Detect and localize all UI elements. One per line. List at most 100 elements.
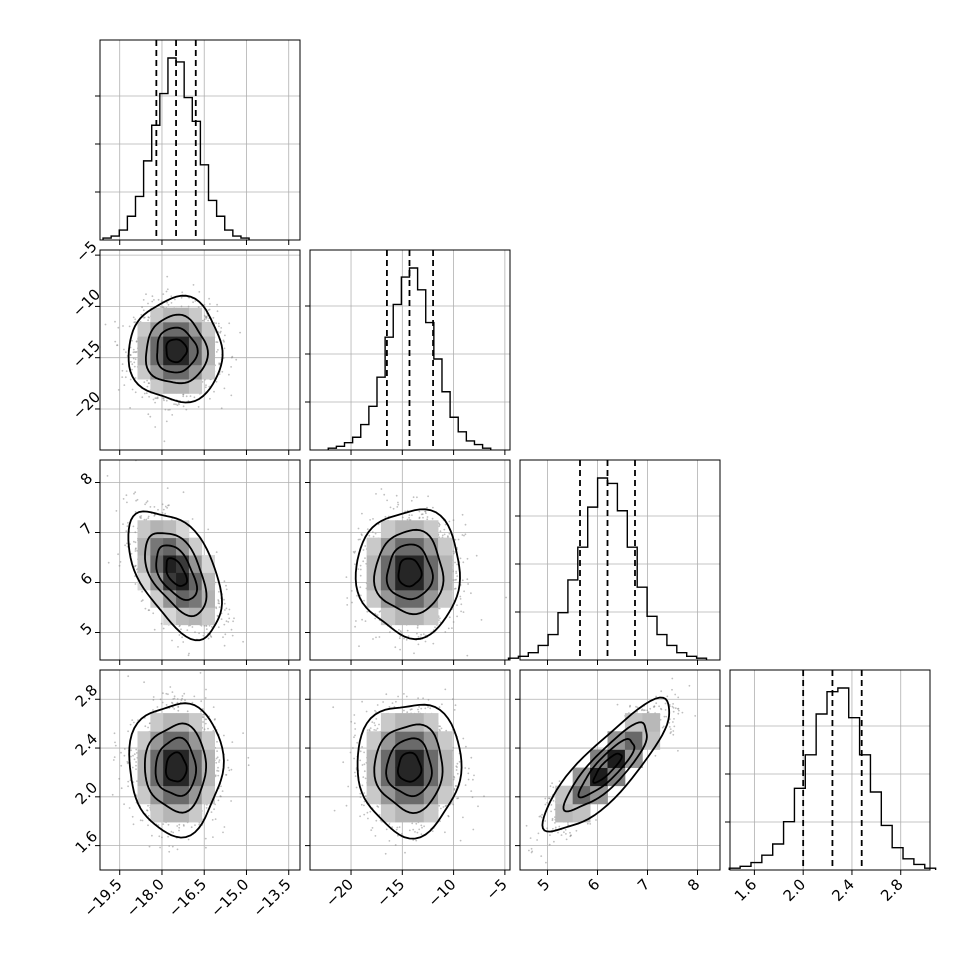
sample-point: [215, 607, 218, 610]
sample-point: [466, 654, 469, 657]
density-cell: [137, 350, 151, 366]
sample-point: [143, 316, 145, 319]
sample-point: [462, 611, 465, 613]
sample-point: [673, 725, 676, 728]
density-cell: [163, 350, 177, 366]
sample-point: [181, 636, 184, 639]
sample-point: [415, 822, 418, 825]
density-cell: [201, 336, 215, 351]
sample-point: [134, 318, 137, 321]
sample-point: [146, 500, 149, 503]
sample-point: [364, 777, 367, 780]
sample-point: [453, 709, 456, 711]
sample-point: [376, 704, 379, 706]
sample-point: [218, 602, 221, 605]
sample-point: [421, 826, 423, 829]
contour-level-2: [145, 313, 209, 385]
sample-point: [130, 755, 132, 758]
sample-point: [359, 750, 362, 753]
sample-point: [154, 401, 157, 404]
sample-point: [223, 347, 226, 350]
sample-point: [447, 814, 450, 817]
sample-point: [207, 319, 210, 322]
sample-point: [456, 604, 458, 607]
sample-point: [175, 403, 177, 406]
sample-point: [403, 693, 405, 695]
sample-point: [127, 521, 129, 524]
density-cell: [423, 572, 439, 591]
sample-point: [366, 610, 369, 613]
sample-point: [131, 766, 134, 769]
sample-point: [416, 632, 418, 635]
density-cell: [409, 537, 425, 556]
sample-point: [132, 351, 135, 354]
sample-point: [352, 747, 354, 749]
y-tick-label: −10: [69, 285, 104, 320]
density-cell: [409, 713, 425, 732]
sample-point: [218, 606, 221, 608]
density-cell: [150, 731, 164, 750]
sample-point: [210, 626, 213, 628]
sample-point: [664, 702, 667, 705]
sample-point: [374, 724, 376, 727]
sample-point: [129, 407, 132, 409]
sample-point: [223, 580, 226, 583]
density-cell: [366, 785, 382, 805]
sample-point: [107, 561, 110, 564]
sample-point: [165, 290, 168, 293]
sample-point: [132, 754, 134, 757]
sample-point: [151, 834, 153, 837]
sample-point: [431, 830, 434, 832]
sample-point: [377, 806, 380, 808]
sample-point: [135, 764, 137, 767]
sample-point: [176, 701, 179, 704]
sample-point: [192, 301, 195, 304]
sample-point: [443, 533, 446, 536]
sample-point: [214, 644, 216, 646]
x-tick-label: 5: [534, 875, 553, 894]
sample-point: [209, 397, 211, 400]
sample-point: [359, 792, 362, 795]
sample-point: [232, 620, 235, 623]
sample-point: [247, 764, 250, 767]
sample-point: [173, 403, 176, 406]
sample-point: [151, 295, 154, 298]
sample-point: [361, 512, 363, 515]
sample-point: [529, 837, 532, 839]
sample-point: [120, 751, 122, 754]
sample-point: [432, 642, 435, 645]
sample-point: [342, 761, 345, 764]
density-cell: [176, 731, 190, 750]
density-cell: [163, 607, 177, 626]
sample-point: [671, 688, 673, 691]
panel-3-0: [95, 644, 301, 875]
sample-point: [444, 631, 447, 633]
sample-point: [177, 709, 180, 712]
sample-point: [333, 809, 336, 812]
density-cell: [150, 589, 164, 608]
sample-point: [456, 575, 459, 577]
sample-point: [191, 626, 194, 628]
sample-point: [161, 836, 163, 839]
sample-point: [403, 637, 405, 640]
sample-point: [123, 754, 126, 757]
sample-point: [641, 708, 644, 711]
contour-level-2: [373, 723, 444, 815]
sample-point: [167, 693, 169, 696]
sample-point: [131, 719, 134, 721]
sample-point: [171, 845, 174, 848]
sample-point: [464, 784, 467, 786]
sample-point: [210, 811, 213, 813]
sample-point: [176, 404, 179, 407]
sample-point: [379, 610, 382, 612]
sample-point: [177, 646, 179, 648]
sample-point: [454, 538, 457, 541]
density-cell: [395, 803, 410, 823]
sample-point: [413, 652, 415, 655]
sample-point: [134, 321, 137, 324]
sample-point: [131, 815, 134, 818]
sample-point: [439, 820, 441, 823]
density-cell: [438, 537, 453, 556]
sample-point: [347, 785, 350, 788]
sample-point: [398, 637, 401, 640]
